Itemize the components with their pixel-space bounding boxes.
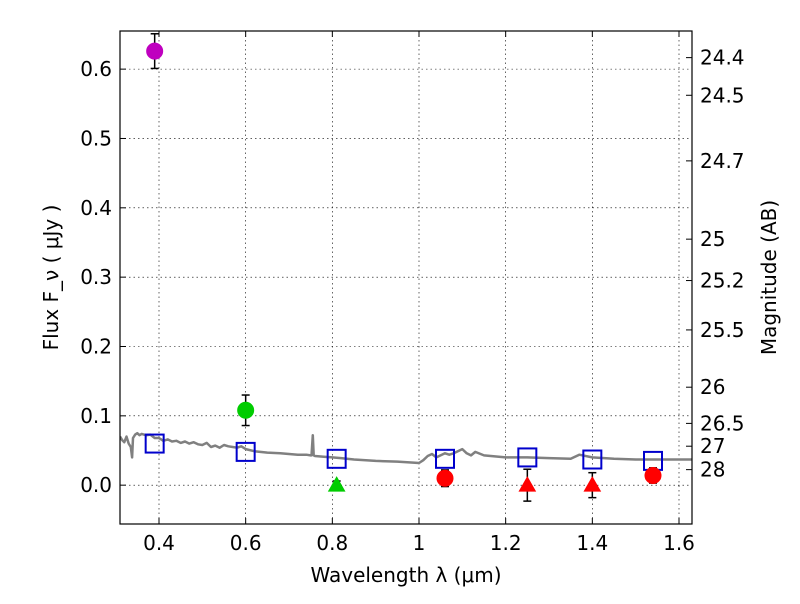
right-tick-label: 28 [700, 458, 725, 482]
y-tick-label: 0.2 [80, 334, 112, 358]
right-tick-label: 25.5 [700, 318, 745, 342]
model-square-point [235, 441, 256, 462]
x-tick-label: 0.6 [230, 531, 262, 555]
upper-limit-point [583, 476, 602, 492]
x-tick-label: 1.6 [663, 531, 695, 555]
right-axis-label: Magnitude (AB) [757, 200, 781, 355]
grid [120, 31, 692, 524]
right-tick-label: 24.7 [700, 149, 745, 173]
detection-point [146, 42, 164, 60]
right-tick-label: 25.2 [700, 269, 745, 293]
y-tick-label: 0.0 [80, 473, 112, 497]
x-tick-label: 0.4 [143, 531, 175, 555]
y-tick-label: 0.5 [80, 126, 112, 150]
y-axis-label: Flux F_ν ( μJy ) [39, 205, 63, 351]
right-tick-label: 26.5 [700, 411, 745, 435]
upper-limit-point [327, 476, 346, 492]
model-square-point [144, 433, 165, 454]
model-square-point [435, 448, 455, 469]
x-axis-label: Wavelength λ (μm) [310, 563, 501, 587]
y-tick-label: 0.4 [80, 196, 112, 220]
detection-point [436, 469, 454, 487]
detection-point [237, 401, 255, 419]
ticks: 0.4 0.6 0.8 1 1.2 1.4 1.6 0.0 0.1 0.2 0.3 0.4 0.5 0.6… [80, 31, 745, 555]
model-square-point [326, 448, 347, 469]
detection-point [644, 466, 662, 484]
x-tick-label: 1 [413, 531, 426, 555]
x-tick-label: 0.8 [316, 531, 348, 555]
y-tick-label: 0.3 [80, 265, 112, 289]
y-tick-label: 0.1 [80, 404, 112, 428]
right-tick-label: 24.5 [700, 83, 745, 107]
x-tick-label: 1.4 [576, 531, 608, 555]
right-tick-label: 27 [700, 434, 725, 458]
plot-area [120, 33, 692, 502]
x-tick-label: 1.2 [490, 531, 522, 555]
y-tick-label: 0.6 [80, 57, 112, 81]
upper-limit-point [518, 476, 537, 492]
right-tick-label: 25 [700, 227, 725, 251]
model-square-point [517, 447, 538, 468]
right-tick-label: 24.4 [700, 46, 745, 70]
right-tick-label: 26 [700, 375, 725, 399]
model-square-point [582, 449, 603, 470]
